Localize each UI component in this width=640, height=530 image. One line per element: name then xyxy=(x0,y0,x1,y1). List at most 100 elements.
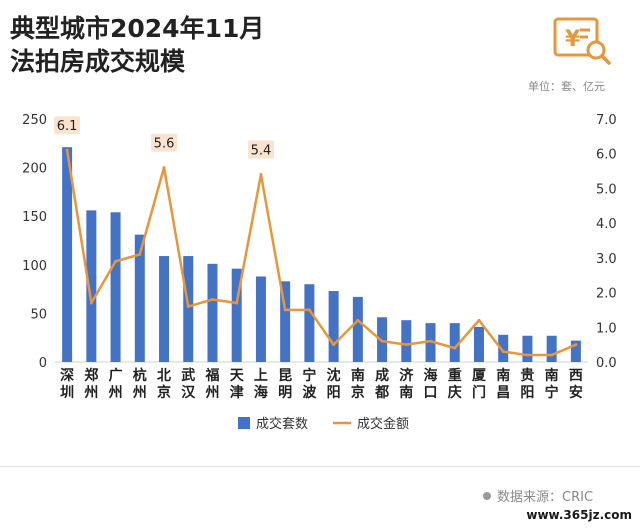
bar xyxy=(159,256,170,362)
x-axis-labels: 深圳郑州广州杭州北京武汉福州天津上海昆明宁波沈阳南京成都济南海口重庆厦门南昌贵阳… xyxy=(60,367,583,401)
line-point xyxy=(138,252,142,256)
line-point xyxy=(235,301,239,305)
x-tick-label: 南昌 xyxy=(496,367,510,401)
bar xyxy=(449,323,460,362)
line-point xyxy=(114,259,118,263)
data-label: 6.1 xyxy=(57,119,78,134)
right-tick-label: 6.0 xyxy=(596,148,617,163)
yuan-document-search-icon: ¥ xyxy=(553,17,611,65)
x-tick-label: 沈阳 xyxy=(327,367,341,401)
x-tick-label: 上海 xyxy=(254,368,268,401)
line-point xyxy=(283,308,287,312)
line-point xyxy=(65,148,69,152)
x-tick-label: 北京 xyxy=(157,368,171,401)
data-source: 数据来源：CRIC xyxy=(483,486,593,505)
bar xyxy=(570,340,581,362)
bar xyxy=(280,281,291,362)
unit-label: 单位：套、亿元 xyxy=(528,80,605,93)
line-series xyxy=(65,148,578,357)
line-point xyxy=(525,353,529,357)
title-line-1: 典型城市2024年11月 xyxy=(10,14,265,43)
left-tick-label: 200 xyxy=(22,162,47,177)
x-tick-label: 西安 xyxy=(569,368,583,401)
divider xyxy=(0,466,640,467)
right-axis: 0.0 1.0 2.0 3.0 4.0 5.0 6.0 7.0 xyxy=(596,113,617,371)
data-label-bg xyxy=(54,116,81,135)
x-tick-label: 武汉 xyxy=(181,367,196,401)
right-tick-label: 2.0 xyxy=(596,287,617,302)
line-point xyxy=(186,304,190,308)
combo-chart: 0 50 100 150 200 250 0.0 1.0 2.0 3.0 4.0 5.0 6.0 7.0… xyxy=(22,113,617,432)
bar xyxy=(401,320,412,362)
x-tick-label: 济南 xyxy=(399,367,414,401)
bar xyxy=(352,296,363,362)
bar xyxy=(473,327,484,362)
legend-item: 成交套数 xyxy=(256,416,308,432)
bar xyxy=(522,335,533,362)
x-tick-label: 广州 xyxy=(108,367,123,401)
data-source-text: 数据来源：CRIC xyxy=(497,490,594,505)
bar xyxy=(110,212,121,362)
bar xyxy=(86,210,97,362)
line-point xyxy=(404,343,408,347)
x-tick-label: 海口 xyxy=(424,367,438,401)
line-point xyxy=(210,298,214,302)
x-tick-label: 昆明 xyxy=(278,368,292,401)
line-point xyxy=(429,339,433,343)
bar xyxy=(183,256,194,362)
x-tick-label: 郑州 xyxy=(83,367,98,401)
x-tick-label: 成都 xyxy=(374,367,389,401)
left-tick-label: 50 xyxy=(30,307,47,322)
left-tick-label: 150 xyxy=(22,210,47,225)
data-label-bg xyxy=(247,140,274,159)
legend-bar-swatch xyxy=(238,417,250,429)
bar xyxy=(546,335,557,362)
line-point xyxy=(550,353,554,357)
line-point xyxy=(89,301,93,305)
line-point xyxy=(356,318,360,322)
legend: 成交套数 成交金额 xyxy=(238,416,409,432)
right-tick-label: 5.0 xyxy=(596,182,617,197)
x-tick-label: 杭州 xyxy=(132,367,147,401)
line-point xyxy=(380,339,384,343)
x-tick-label: 天津 xyxy=(230,368,245,401)
line-point xyxy=(332,343,336,347)
bar xyxy=(207,263,218,362)
bar xyxy=(231,268,242,362)
x-tick-label: 南京 xyxy=(351,367,365,401)
data-label: 5.4 xyxy=(251,144,272,159)
bar xyxy=(304,284,315,362)
right-tick-label: 0.0 xyxy=(596,356,617,371)
bar xyxy=(62,147,73,362)
left-axis: 0 50 100 150 200 250 xyxy=(22,113,588,371)
x-tick-label: 厦门 xyxy=(472,368,487,401)
line-point xyxy=(477,318,481,322)
x-tick-label: 重庆 xyxy=(448,367,462,401)
title-line-2: 法拍房成交规模 xyxy=(10,47,186,76)
bar xyxy=(134,234,145,362)
x-tick-label: 福州 xyxy=(204,367,219,401)
right-tick-label: 1.0 xyxy=(596,321,617,336)
legend-item: 成交金额 xyxy=(357,416,409,432)
x-tick-label: 深圳 xyxy=(60,367,74,401)
bar xyxy=(255,276,266,362)
x-tick-label: 宁波 xyxy=(302,367,317,401)
data-label: 5.6 xyxy=(154,137,175,152)
bar xyxy=(328,291,339,362)
chart-title: 典型城市2024年11月 法拍房成交规模 xyxy=(10,12,264,78)
left-tick-label: 250 xyxy=(22,113,47,128)
data-label-bg xyxy=(151,133,178,152)
line-point xyxy=(307,308,311,312)
bar xyxy=(498,334,509,362)
bar-series xyxy=(62,147,581,362)
line-point xyxy=(453,346,457,350)
x-tick-label: 贵阳 xyxy=(520,367,534,401)
line-point xyxy=(259,173,263,177)
site-watermark: www.365jz.com xyxy=(526,508,632,522)
left-tick-label: 0 xyxy=(39,356,47,371)
right-tick-label: 4.0 xyxy=(596,217,617,232)
line-point xyxy=(501,350,505,354)
line-point xyxy=(162,166,166,170)
right-tick-label: 7.0 xyxy=(596,113,617,128)
left-tick-label: 100 xyxy=(22,259,47,274)
